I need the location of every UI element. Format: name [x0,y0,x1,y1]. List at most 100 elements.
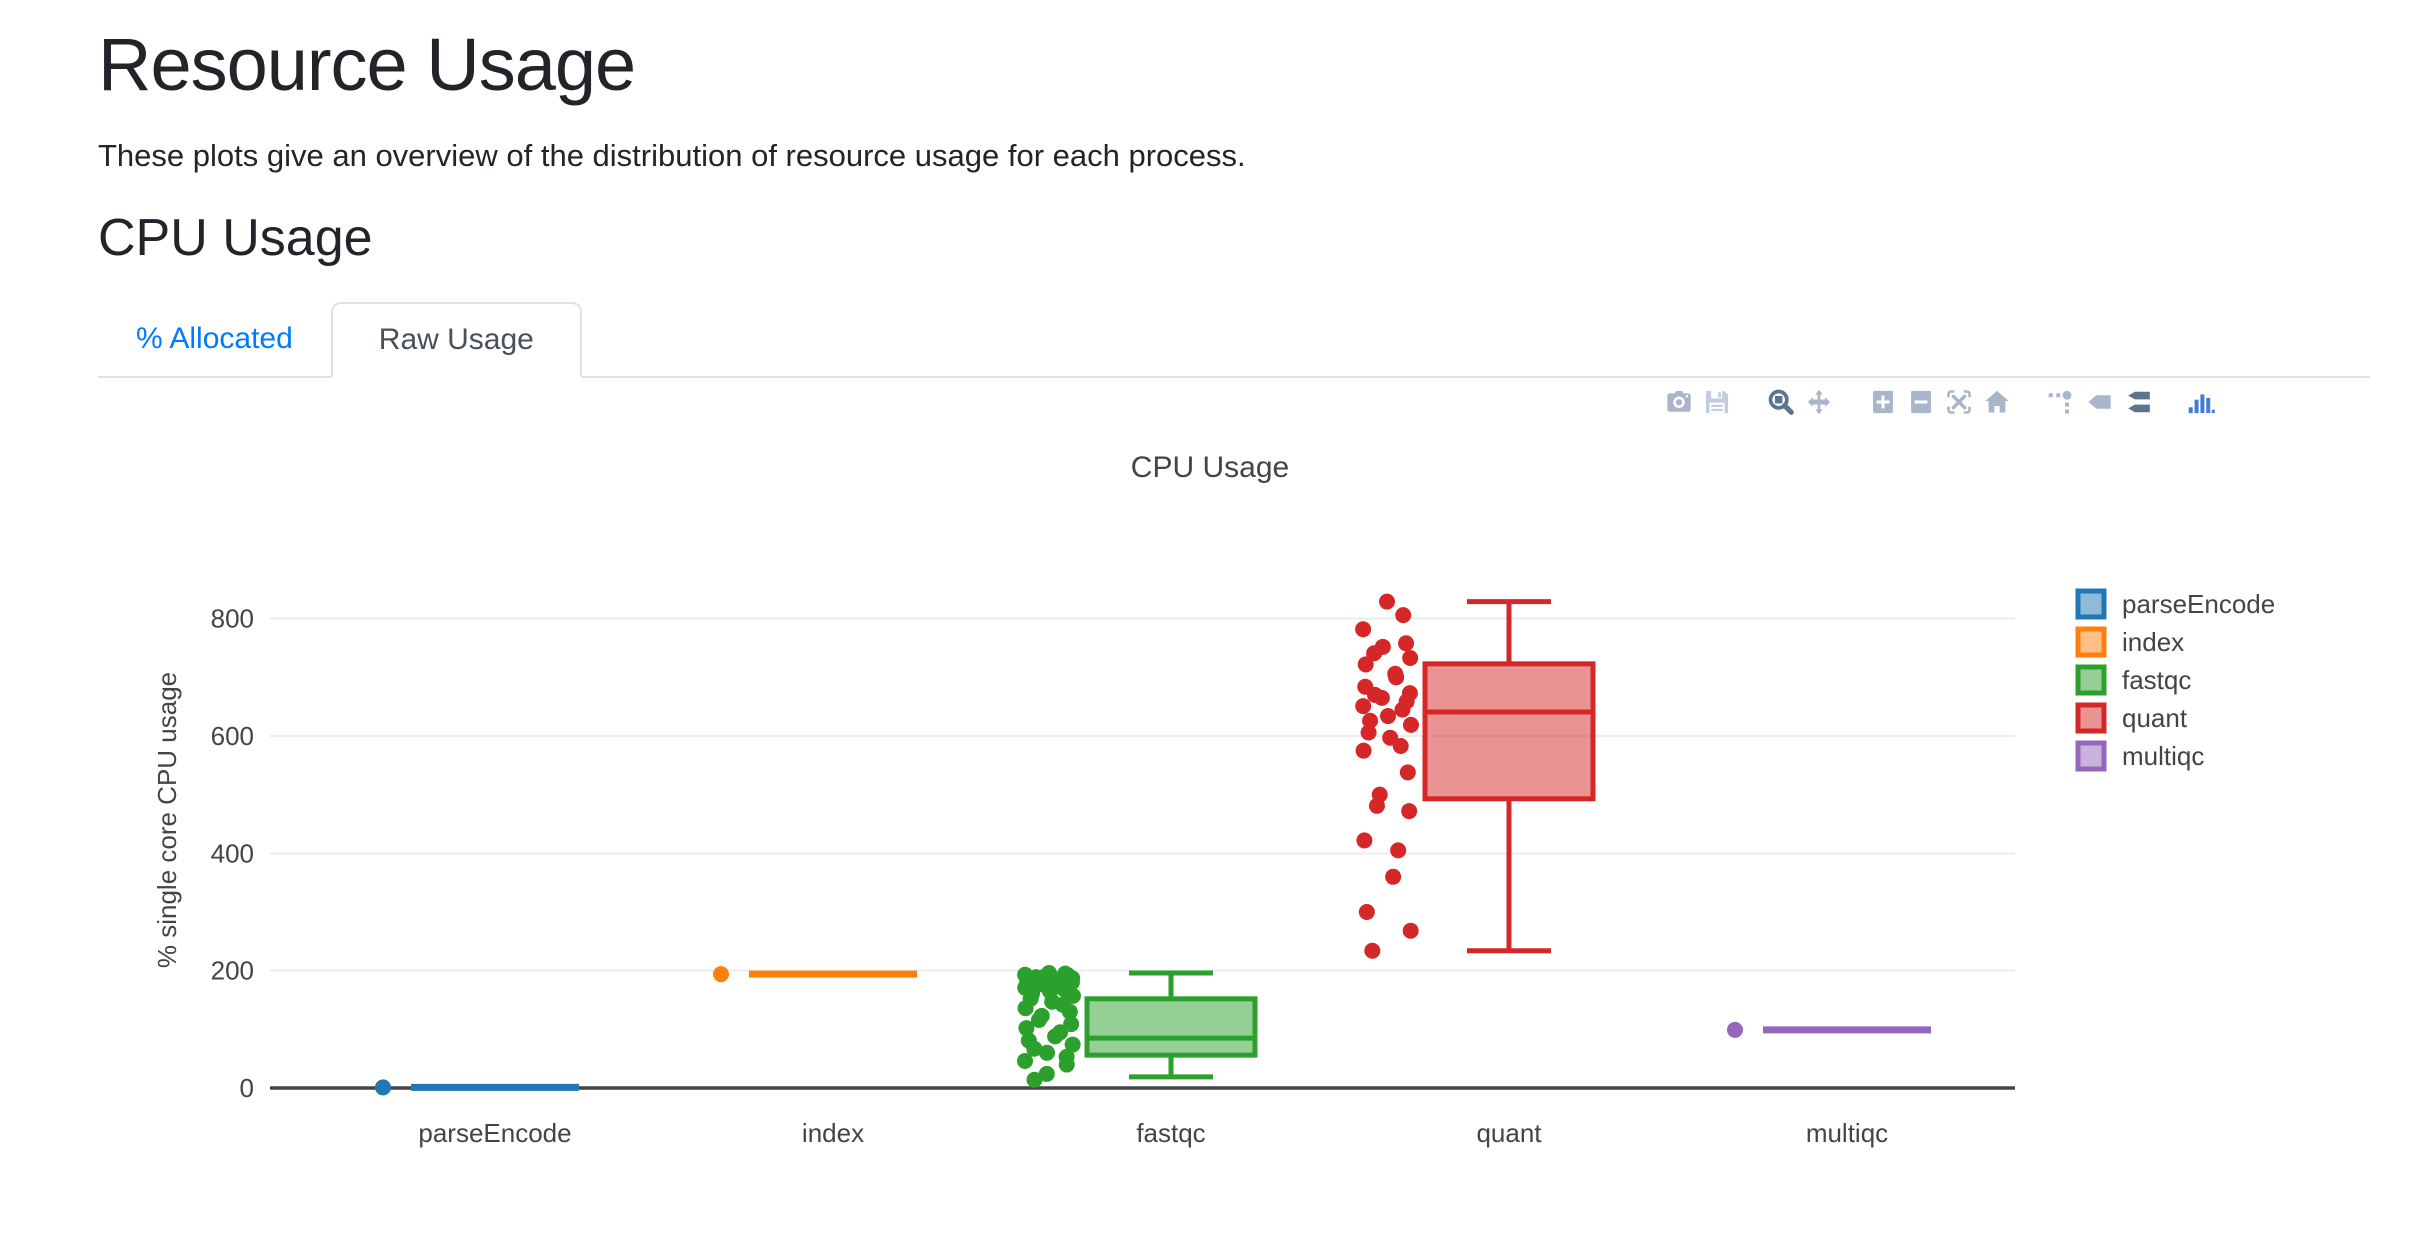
chart-title: CPU Usage [1131,451,1289,484]
legend-item-fastqc[interactable]: fastqc [2075,664,2191,696]
data-point-quant[interactable] [1390,842,1407,859]
data-point-fastqc[interactable] [1064,1036,1081,1053]
plus-square-icon [1873,390,1893,414]
legend-item-parseEncode[interactable]: parseEncode [2075,588,2275,620]
data-point-quant[interactable] [1355,742,1372,759]
data-point-quant[interactable] [1385,868,1402,885]
magnifier-zoom-icon [1768,389,1794,415]
data-point-parseEncode[interactable] [375,1079,391,1096]
tab-percent-allocated[interactable]: % Allocated [136,322,293,355]
box-trace-fastqc[interactable] [1017,965,1258,1088]
data-point-fastqc[interactable] [1017,1000,1034,1017]
camera-icon [1667,391,1691,412]
data-point-quant[interactable] [1379,708,1396,725]
data-point-quant[interactable] [1366,645,1383,662]
modebar-group-zoom-pan [1762,388,1838,416]
x-tick-index: index [802,1118,864,1148]
data-point-quant[interactable] [1362,712,1379,729]
legend-swatch-fastqc [2075,664,2107,696]
zoom-in-button[interactable] [1864,388,1902,416]
spike-lines-icon [2048,390,2072,414]
legend-item-index[interactable]: index [2075,626,2184,658]
data-point-quant[interactable] [1360,724,1377,741]
data-point-quant[interactable] [1399,764,1416,781]
data-point-fastqc[interactable] [1039,1044,1056,1061]
legend-swatch-parseEncode [2075,588,2107,620]
reset-axes-button[interactable] [1978,388,2016,416]
legend-swatch-index [2075,626,2107,658]
page-title: Resource Usage [98,23,636,106]
data-point-fastqc[interactable] [1017,1053,1034,1070]
legend-item-quant[interactable]: quant [2075,702,2188,734]
floppy-disk-icon [1705,390,1729,414]
data-point-quant[interactable] [1355,621,1372,638]
data-point-fastqc[interactable] [1026,1040,1043,1057]
data-point-quant[interactable] [1392,737,1409,754]
hover-closest-button[interactable] [2080,388,2118,416]
modebar-group-logo [2182,388,2220,416]
save-plot-button[interactable] [1698,388,1736,416]
data-point-quant[interactable] [1357,656,1374,673]
hover-compare-button[interactable] [2118,388,2156,416]
tab-raw-usage[interactable]: Raw Usage [330,302,582,378]
legend-label-quant: quant [2122,703,2188,733]
pan-mode-button[interactable] [1800,388,1838,416]
data-point-quant[interactable] [1398,635,1415,652]
zoom-out-button[interactable] [1902,388,1940,416]
data-point-fastqc[interactable] [1038,1065,1055,1082]
y-tick-200: 200 [211,956,254,986]
legend-label-multiqc: multiqc [2122,741,2204,771]
data-point-fastqc[interactable] [1061,1003,1078,1020]
plotly-logo-button[interactable] [2182,388,2220,416]
legend-swatch-multiqc [2075,740,2107,772]
pan-arrows-icon [1807,389,1831,415]
download-png-button[interactable] [1660,388,1698,416]
data-point-quant[interactable] [1401,803,1418,820]
data-point-fastqc[interactable] [1063,1016,1080,1033]
box-quant[interactable] [1422,661,1596,802]
data-point-quant[interactable] [1402,716,1419,733]
data-point-quant[interactable] [1364,942,1381,959]
legend-swatch-quant [2075,702,2107,734]
data-point-quant[interactable] [1402,649,1419,666]
toggle-spike-lines-button[interactable] [2042,388,2080,416]
box-trace-quant[interactable] [1355,593,1596,959]
y-axis-title: % single core CPU usage [152,672,182,968]
plotly-modebar [1660,388,2220,416]
data-point-fastqc[interactable] [1030,1011,1047,1028]
zoom-mode-button[interactable] [1762,388,1800,416]
data-point-fastqc[interactable] [1018,1020,1035,1037]
x-tick-quant: quant [1476,1118,1542,1148]
data-point-quant[interactable] [1402,922,1419,939]
data-point-quant[interactable] [1358,903,1375,920]
box-trace-index[interactable] [713,966,917,983]
legend-item-multiqc[interactable]: multiqc [2075,740,2204,772]
data-point-fastqc[interactable] [1058,1056,1075,1073]
data-point-index[interactable] [713,966,729,983]
y-tick-0: 0 [240,1073,254,1103]
y-tick-800: 800 [211,604,254,634]
autoscale-button[interactable] [1940,388,1978,416]
data-point-quant[interactable] [1388,669,1405,686]
data-point-fastqc[interactable] [1026,1071,1043,1088]
home-icon [1985,390,2009,413]
data-point-fastqc[interactable] [1047,1028,1064,1045]
data-point-quant[interactable] [1373,689,1390,706]
legend-label-index: index [2122,627,2184,657]
data-point-multiqc[interactable] [1727,1021,1743,1038]
data-point-quant[interactable] [1395,607,1412,624]
data-point-quant[interactable] [1379,593,1395,610]
plotly-logo-icon [2188,394,2215,414]
data-point-quant[interactable] [1355,698,1372,715]
data-point-quant[interactable] [1368,797,1385,814]
cpu-usage-boxplot: CPU Usage 0 200 400 600 800 % single core CPU … [0,430,2420,1238]
box-trace-multiqc[interactable] [1727,1021,1931,1038]
legend-label-fastqc: fastqc [2122,665,2191,695]
box-fastqc[interactable] [1084,996,1258,1058]
page-description: These plots give an overview of the dist… [98,138,1246,173]
data-point-quant[interactable] [1394,701,1411,718]
box-trace-parseEncode[interactable] [375,1079,579,1096]
cpu-usage-tab-bar: % Allocated Raw Usage [98,302,2370,378]
data-point-quant[interactable] [1356,832,1373,849]
modebar-group-axes [1864,388,2016,416]
